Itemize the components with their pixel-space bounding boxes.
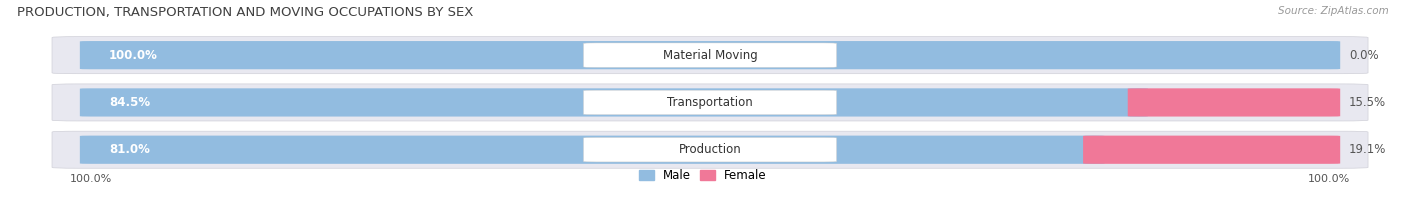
Text: 100.0%: 100.0% — [70, 174, 112, 184]
Text: 84.5%: 84.5% — [110, 96, 150, 109]
FancyBboxPatch shape — [80, 88, 1147, 117]
FancyBboxPatch shape — [1083, 136, 1340, 164]
Text: 100.0%: 100.0% — [1308, 174, 1350, 184]
Text: 19.1%: 19.1% — [1348, 143, 1386, 156]
FancyBboxPatch shape — [583, 90, 837, 115]
Text: PRODUCTION, TRANSPORTATION AND MOVING OCCUPATIONS BY SEX: PRODUCTION, TRANSPORTATION AND MOVING OC… — [17, 6, 474, 19]
Text: Transportation: Transportation — [668, 96, 752, 109]
FancyBboxPatch shape — [80, 41, 1340, 69]
FancyBboxPatch shape — [583, 43, 837, 67]
FancyBboxPatch shape — [583, 138, 837, 162]
Text: Material Moving: Material Moving — [662, 49, 758, 62]
Text: 100.0%: 100.0% — [110, 49, 157, 62]
FancyBboxPatch shape — [52, 37, 1368, 74]
Text: 15.5%: 15.5% — [1348, 96, 1386, 109]
Legend: Male, Female: Male, Female — [634, 165, 772, 187]
FancyBboxPatch shape — [52, 131, 1368, 168]
Text: Source: ZipAtlas.com: Source: ZipAtlas.com — [1278, 6, 1389, 16]
Text: 0.0%: 0.0% — [1348, 49, 1379, 62]
Text: Production: Production — [679, 143, 741, 156]
FancyBboxPatch shape — [52, 84, 1368, 121]
FancyBboxPatch shape — [1128, 88, 1340, 117]
Text: 81.0%: 81.0% — [110, 143, 150, 156]
FancyBboxPatch shape — [80, 136, 1105, 164]
